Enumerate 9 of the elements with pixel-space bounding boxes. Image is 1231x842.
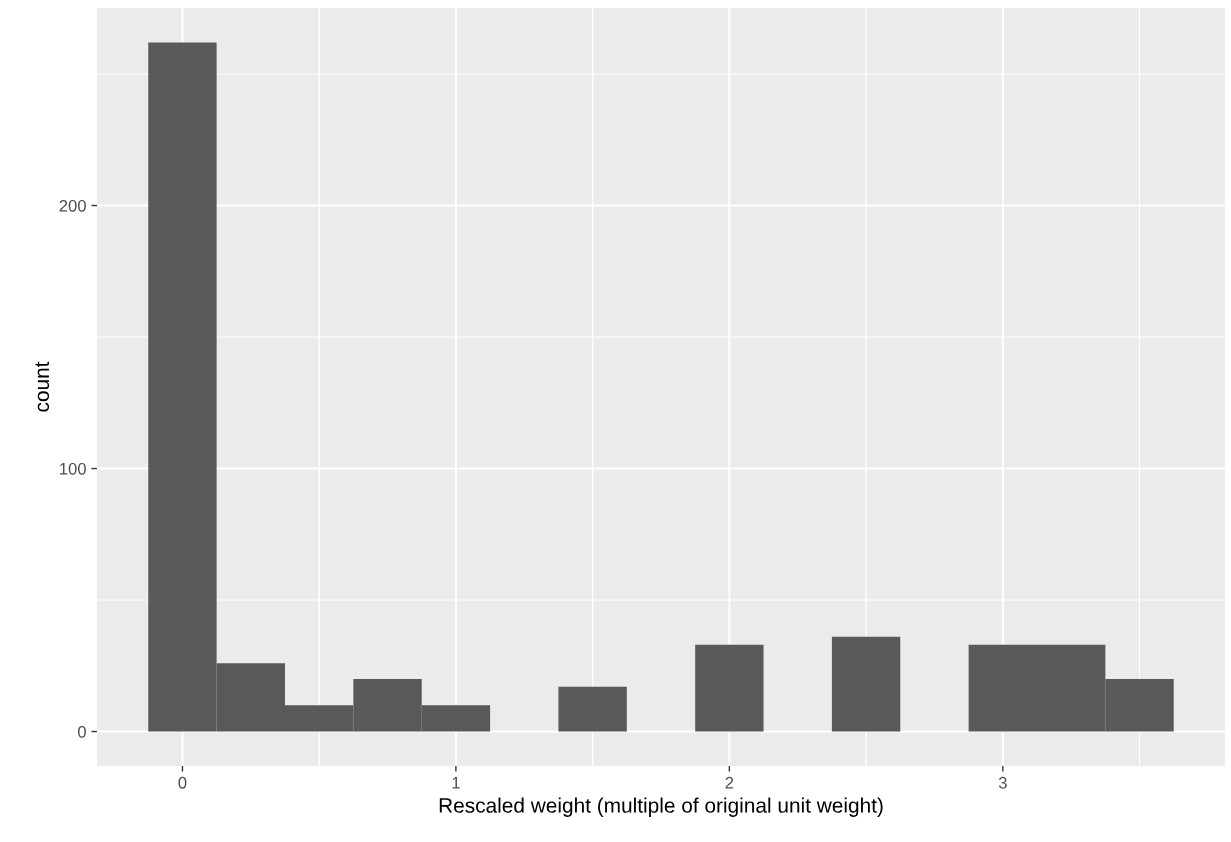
y-axis-title: count [35, 361, 50, 412]
y-tick-label: 100 [60, 462, 86, 475]
x-tick-label: 2 [725, 776, 734, 789]
y-tick-label: 200 [59, 199, 86, 212]
y-tick-label: 0 [77, 725, 86, 738]
x-tick-label: 3 [998, 776, 1007, 789]
x-tick-label: 1 [452, 777, 460, 789]
x-axis-title: Rescaled weight (multiple of original unit weight) [439, 797, 883, 817]
x-tick-label: 0 [178, 776, 187, 789]
